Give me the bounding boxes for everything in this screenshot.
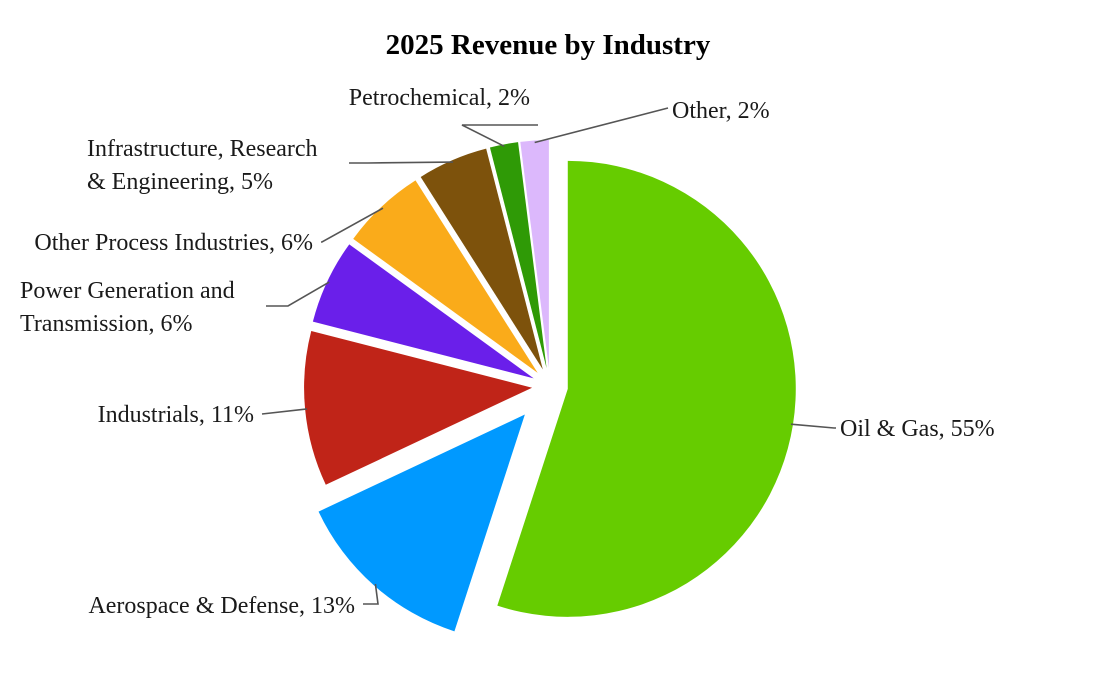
label-industrials: Industrials, 11%	[98, 402, 254, 428]
label-line-other-0: Other, 2%	[672, 98, 770, 124]
leader-line-petrochemical	[461, 124, 538, 148]
leader-line-other-process-industries	[321, 207, 384, 243]
label-other: Other, 2%	[672, 98, 770, 124]
label-oil-and-gas: Oil & Gas, 55%	[840, 416, 995, 442]
leader-line-power-generation-and-transmission	[266, 281, 330, 307]
pie-slices	[304, 140, 796, 632]
label-line-infrastructure-research-and-engineering-1: & Engineering, 5%	[87, 169, 273, 195]
label-line-power-generation-and-transmission-0: Power Generation and	[20, 278, 235, 304]
label-infrastructure-research-and-engineering: Infrastructure, Research & Engineering, 5…	[87, 136, 318, 195]
label-other-process-industries: Other Process Industries, 6%	[34, 230, 313, 256]
slice-power-generation-and-transmission	[312, 244, 534, 379]
leader-line-other	[534, 107, 669, 144]
label-petrochemical: Petrochemical, 2%	[349, 85, 530, 111]
label-aerospace-and-defense: Aerospace & Defense, 13%	[88, 593, 355, 619]
slice-petrochemical	[489, 142, 547, 369]
slice-oil-and-gas	[497, 160, 796, 617]
label-power-generation-and-transmission: Power Generation and Transmission, 6%	[20, 278, 235, 337]
slice-labels: Oil & Gas, 55% Aerospace & Defense, 13% In…	[20, 85, 995, 619]
label-line-industrials-0: Industrials, 11%	[98, 402, 254, 428]
leader-line-infrastructure-research-and-engineering	[349, 161, 454, 164]
slice-other-process-industries	[353, 180, 538, 373]
label-line-other-process-industries-0: Other Process Industries, 6%	[34, 230, 313, 256]
label-line-petrochemical-0: Petrochemical, 2%	[349, 85, 530, 111]
label-line-infrastructure-research-and-engineering-0: Infrastructure, Research	[87, 136, 318, 162]
slice-infrastructure-research-and-engineering	[420, 148, 543, 370]
slice-industrials	[304, 330, 533, 485]
slice-aerospace-and-defense	[318, 414, 525, 632]
leader-line-oil-and-gas	[790, 423, 836, 429]
label-line-aerospace-and-defense-0: Aerospace & Defense, 13%	[88, 593, 355, 619]
label-line-power-generation-and-transmission-1: Transmission, 6%	[20, 311, 192, 337]
leader-lines	[261, 107, 836, 605]
slice-other	[520, 140, 549, 369]
chart-title: 2025 Revenue by Industry	[386, 29, 711, 61]
leader-line-aerospace-and-defense	[363, 583, 379, 605]
label-line-oil-and-gas-0: Oil & Gas, 55%	[840, 416, 995, 442]
leader-line-industrials	[261, 408, 308, 415]
